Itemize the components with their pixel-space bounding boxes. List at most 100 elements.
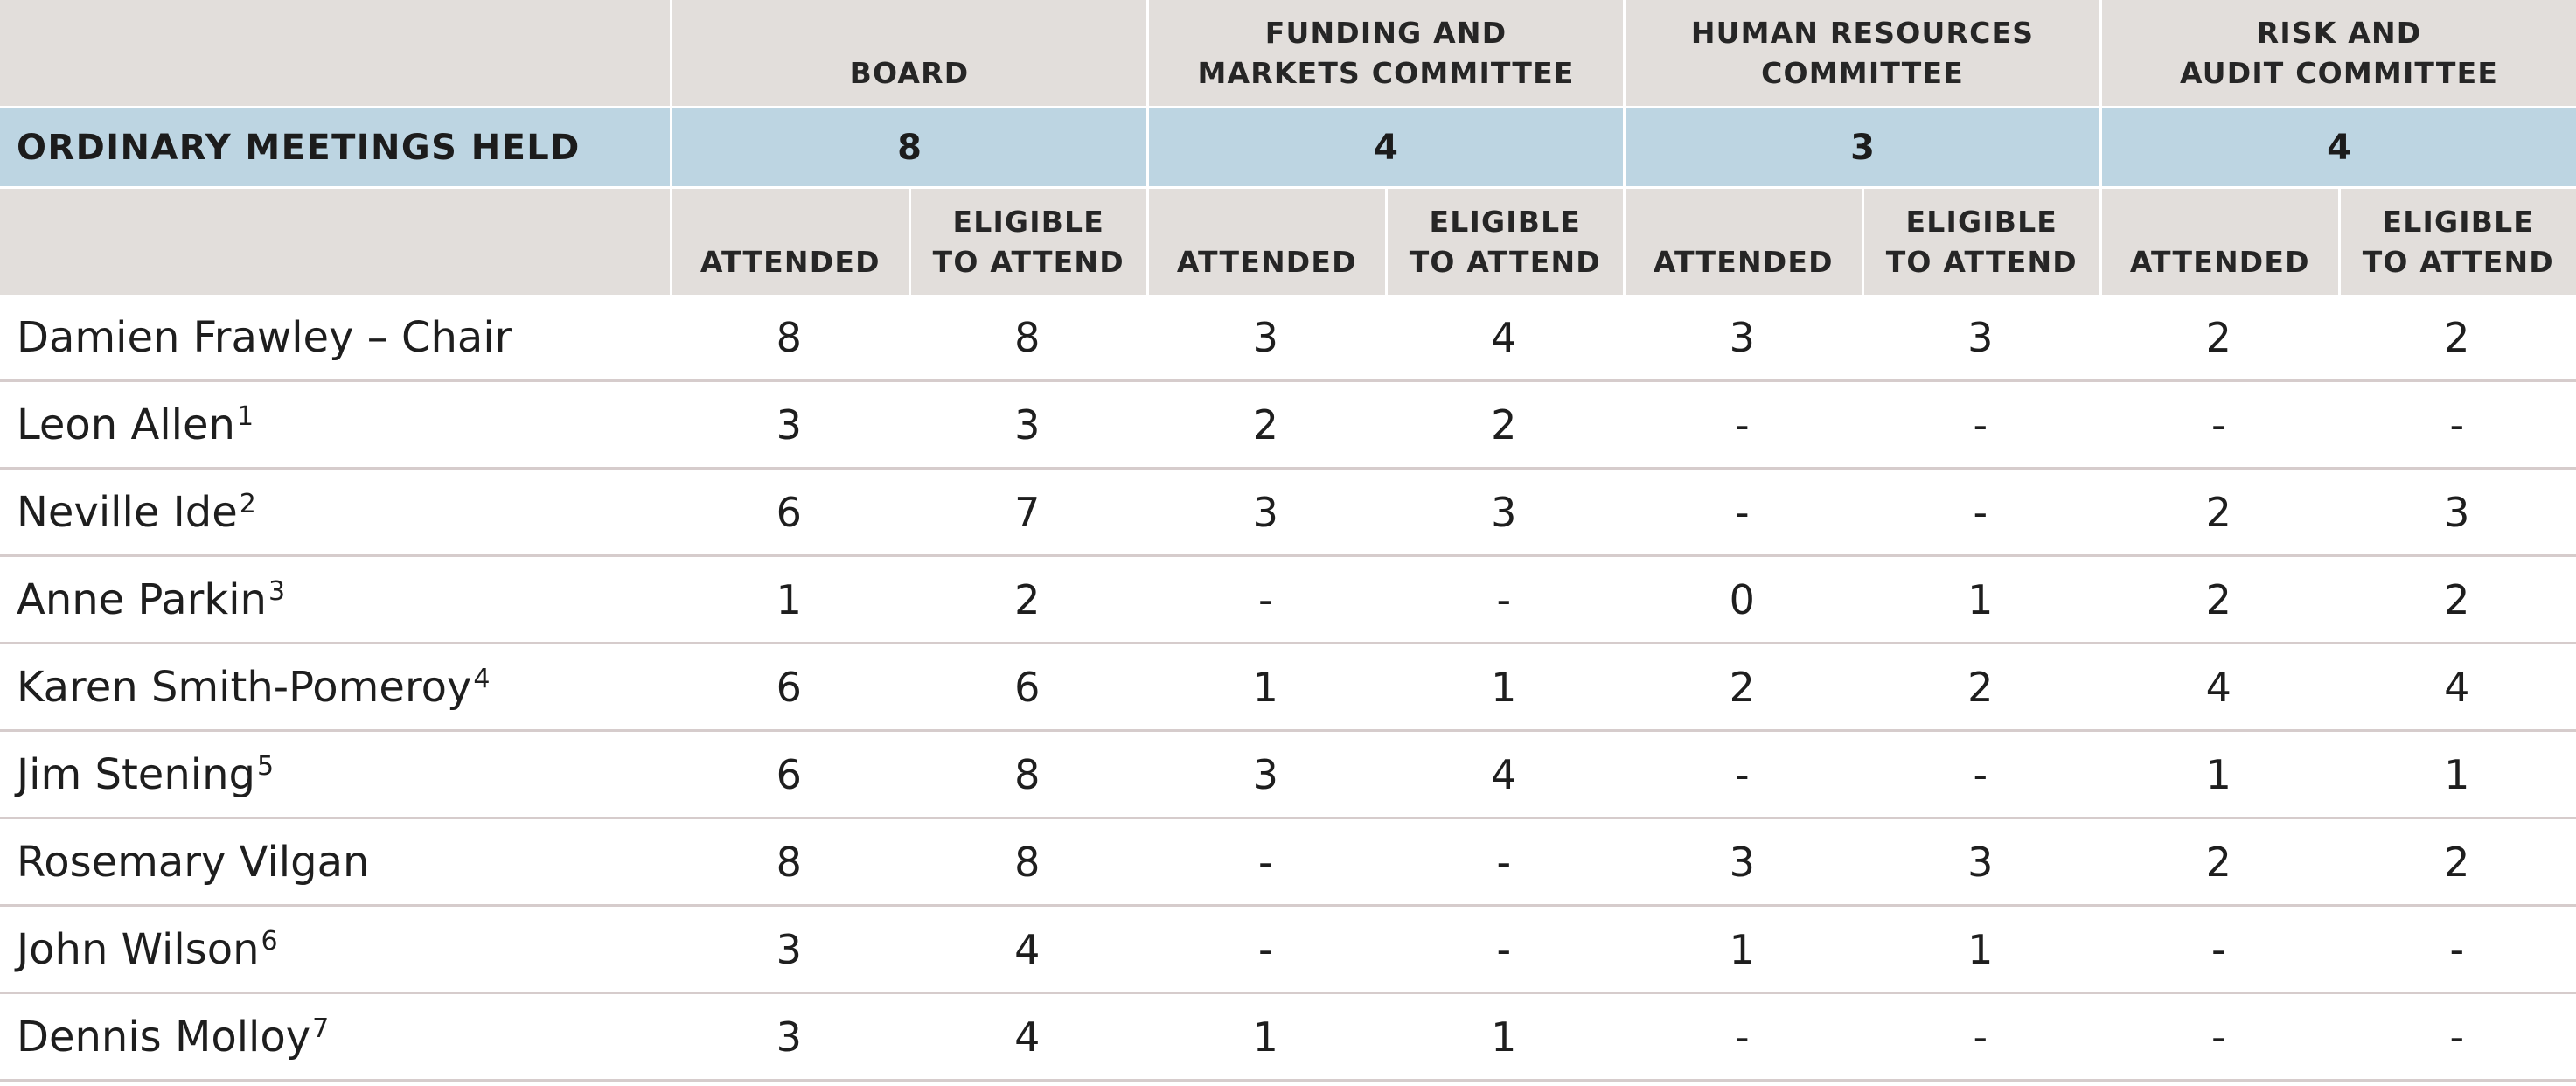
attended-value-cell: 6	[670, 470, 909, 557]
eligible-value-cell: 2	[2337, 819, 2576, 907]
eligible-value-cell: 1	[1384, 644, 1624, 732]
attended-value-cell: 1	[670, 557, 909, 644]
meetings-held-risk-audit: 4	[2099, 106, 2576, 186]
meetings-held-board: 8	[670, 106, 1147, 186]
attended-value-cell: 2	[2099, 557, 2338, 644]
attended-value-cell: 2	[2099, 819, 2338, 907]
attended-value-cell: 2	[1623, 644, 1862, 732]
eligible-value-cell: 8	[908, 295, 1147, 382]
director-row: Karen Smith-Pomeroy4 6 6 1 1 2 2 4 4	[0, 644, 2576, 732]
eligible-header-label: TO ATTEND	[932, 245, 1124, 279]
attended-value-cell: 3	[1146, 295, 1385, 382]
meetings-held-hr: 3	[1623, 106, 2100, 186]
eligible-column-header: ELIGIBLE TO ATTEND	[908, 186, 1147, 295]
attended-value-cell: 1	[1146, 644, 1385, 732]
subheader-corner-cell	[0, 186, 670, 295]
attended-value-cell: 3	[670, 907, 909, 994]
attended-value-cell: 8	[670, 295, 909, 382]
footnote-marker: 6	[261, 925, 278, 957]
attended-header-label: ATTENDED	[700, 245, 881, 279]
eligible-value-cell: 4	[1384, 295, 1624, 382]
footnote-marker: 2	[239, 488, 256, 519]
attended-column-header: ATTENDED	[2099, 186, 2338, 295]
eligible-value-cell: -	[1861, 732, 2100, 819]
eligible-value-cell: 7	[908, 470, 1147, 557]
eligible-header-label: ELIGIBLE	[2382, 205, 2535, 239]
attendance-table-body: Damien Frawley – Chair 8 8 3 4 3 3 2 2 Leon Allen…	[0, 295, 2576, 1082]
director-name: Rosemary Vilgan	[17, 837, 370, 887]
eligible-value-cell: -	[2337, 994, 2576, 1082]
committee-header-line: BOARD	[849, 56, 970, 90]
director-name: John Wilson	[17, 924, 260, 974]
committee-header-line: MARKETS COMMITTEE	[1197, 56, 1575, 90]
committee-header-line: COMMITTEE	[1761, 56, 1964, 90]
attended-column-header: ATTENDED	[670, 186, 909, 295]
director-name-cell: Rosemary Vilgan	[0, 819, 670, 907]
eligible-value-cell: 2	[908, 557, 1147, 644]
attended-header-label: ATTENDED	[1653, 245, 1834, 279]
eligible-value-cell: 2	[2337, 557, 2576, 644]
eligible-header-label: TO ATTEND	[1885, 245, 2078, 279]
eligible-value-cell: 1	[1384, 994, 1624, 1082]
eligible-column-header: ELIGIBLE TO ATTEND	[1861, 186, 2100, 295]
eligible-value-cell: 6	[908, 644, 1147, 732]
attended-value-cell: 3	[670, 382, 909, 470]
committee-header-funding: FUNDING AND MARKETS COMMITTEE	[1146, 0, 1624, 106]
attended-value-cell: 3	[1623, 295, 1862, 382]
director-name-cell: Karen Smith-Pomeroy4	[0, 644, 670, 732]
eligible-value-cell: -	[1384, 819, 1624, 907]
eligible-value-cell: 1	[1861, 557, 2100, 644]
eligible-value-cell: -	[2337, 382, 2576, 470]
attended-value-cell: 3	[670, 994, 909, 1082]
committee-header-board: BOARD	[670, 0, 1147, 106]
meetings-held-funding: 4	[1146, 106, 1624, 186]
eligible-value-cell: 3	[1861, 819, 2100, 907]
eligible-column-header: ELIGIBLE TO ATTEND	[1384, 186, 1624, 295]
meetings-held-label: ORDINARY MEETINGS HELD	[0, 106, 670, 186]
attended-column-header: ATTENDED	[1623, 186, 1862, 295]
committee-header-hr: HUMAN RESOURCES COMMITTEE	[1623, 0, 2100, 106]
director-name-cell: Neville Ide2	[0, 470, 670, 557]
director-name: Damien Frawley – Chair	[17, 312, 512, 362]
eligible-header-label: ELIGIBLE	[952, 205, 1105, 239]
eligible-value-cell: 1	[2337, 732, 2576, 819]
attended-header-label: ATTENDED	[2129, 245, 2310, 279]
attended-value-cell: 2	[1146, 382, 1385, 470]
eligible-value-cell: 3	[1861, 295, 2100, 382]
committee-header-risk-audit: RISK AND AUDIT COMMITTEE	[2099, 0, 2576, 106]
director-row: Rosemary Vilgan 8 8- -3 3 2 2	[0, 819, 2576, 907]
attended-value-cell: 3	[1146, 470, 1385, 557]
eligible-header-label: ELIGIBLE	[1905, 205, 2058, 239]
committee-header-line: FUNDING AND	[1264, 16, 1507, 50]
eligible-value-cell: 4	[1384, 732, 1624, 819]
director-row: Damien Frawley – Chair 8 8 3 4 3 3 2 2	[0, 295, 2576, 382]
attended-value-cell: 1	[2099, 732, 2338, 819]
attended-column-header: ATTENDED	[1146, 186, 1385, 295]
director-name-cell: Anne Parkin3	[0, 557, 670, 644]
eligible-value-cell: -	[1861, 382, 2100, 470]
director-name: Neville Ide	[17, 487, 238, 537]
director-name: Jim Stening	[17, 749, 255, 799]
committee-header-line: RISK AND	[2256, 16, 2422, 50]
attended-value-cell: 6	[670, 732, 909, 819]
attended-value-cell: -	[1146, 557, 1385, 644]
attended-value-cell: -	[1623, 732, 1862, 819]
eligible-value-cell: 8	[908, 819, 1147, 907]
eligible-value-cell: 2	[1384, 382, 1624, 470]
director-name-cell: Damien Frawley – Chair	[0, 295, 670, 382]
attended-value-cell: -	[2099, 382, 2338, 470]
attendance-subheader-row: ATTENDED ELIGIBLE TO ATTEND ATTENDED ELIGIBL…	[0, 186, 2576, 295]
eligible-column-header: ELIGIBLE TO ATTEND	[2337, 186, 2576, 295]
footnote-marker: 5	[256, 750, 275, 782]
director-name: Anne Parkin	[17, 574, 267, 624]
director-name-cell: John Wilson6	[0, 907, 670, 994]
attended-value-cell: -	[2099, 907, 2338, 994]
eligible-value-cell: 2	[2337, 295, 2576, 382]
attended-value-cell: 4	[2099, 644, 2338, 732]
footnote-marker: 4	[473, 663, 491, 694]
eligible-value-cell: -	[1861, 470, 2100, 557]
attended-value-cell: 2	[2099, 470, 2338, 557]
director-row: Dennis Molloy7 3 4 1 1- - - -	[0, 994, 2576, 1082]
director-row: John Wilson6 3 4- -1 1- -	[0, 907, 2576, 994]
